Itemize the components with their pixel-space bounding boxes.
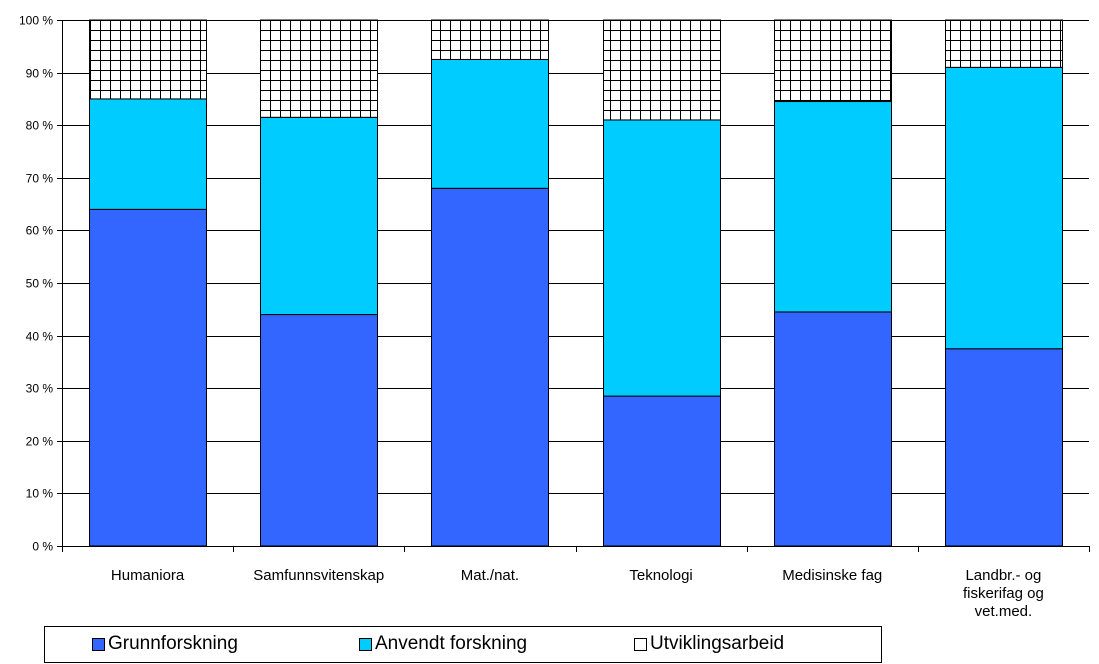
bar-utviklingsarbeid-teknologi [603, 19, 721, 121]
bar-utviklingsarbeid-landbr-og-fiskerifag-og-vet-med [945, 19, 1063, 68]
legend-swatch-utviklingsarbeid [634, 637, 647, 651]
bar-anvendt-forskning-medisinske-fag [774, 101, 892, 313]
x-tick-label-landbr-og-fiskerifag-og-vet-med: Landbr.- og fiskerifag og vet.med. [963, 567, 1044, 620]
bar-anvendt-forskning-landbr-og-fiskerifag-og-vet-med [945, 66, 1063, 350]
legend-label-utviklingsarbeid: Utviklingsarbeid [650, 633, 785, 654]
bars [89, 19, 1063, 547]
y-tick-label: 90 % [26, 67, 54, 81]
bar-anvendt-forskning-humaniora [89, 98, 207, 210]
x-tick-labels: Humaniora Samfunnsvitenskap Mat./nat. Tekno… [111, 567, 1044, 620]
y-tick-label: 100 % [19, 14, 53, 28]
y-tick-label: 60 % [26, 224, 54, 238]
legend-swatch-anvendt-forskning [359, 637, 372, 651]
y-tick-label: 0 % [32, 540, 53, 554]
bar-grunnforskning-landbr-og-fiskerifag-og-vet-med [945, 348, 1063, 547]
legend-swatch-grunnforskning [92, 637, 105, 651]
bar-anvendt-forskning-teknologi [603, 119, 721, 397]
bar-utviklingsarbeid-humaniora [89, 19, 207, 100]
bar-anvendt-forskning-mat-nat [431, 58, 549, 189]
x-tick-label-samfunnsvitenskap: Samfunnsvitenskap [253, 567, 384, 584]
y-tick-label: 30 % [26, 382, 54, 396]
bar-utviklingsarbeid-samfunnsvitenskap [260, 19, 378, 118]
legend-item-grunnforskning: Grunnforskning [92, 633, 238, 655]
gridlines [62, 20, 1089, 494]
y-tick-label: 40 % [26, 330, 54, 344]
x-tick-label-mat-nat: Mat./nat. [461, 567, 519, 584]
y-tick-label: 20 % [26, 435, 54, 449]
x-tick-label-humaniora: Humaniora [111, 567, 185, 584]
x-tick-label-medisinske-fag: Medisinske fag [782, 567, 882, 584]
x-tick-label-teknologi: Teknologi [629, 567, 692, 584]
bar-utviklingsarbeid-medisinske-fag [774, 19, 892, 103]
y-tick-label: 50 % [26, 277, 54, 291]
legend: Grunnforskning Anvendt forskning Utvikli… [44, 626, 882, 663]
bar-grunnforskning-teknologi [603, 395, 721, 547]
legend-item-utviklingsarbeid: Utviklingsarbeid [634, 633, 784, 655]
bar-utviklingsarbeid-mat-nat [431, 19, 549, 60]
bar-grunnforskning-humaniora [89, 208, 207, 547]
legend-label-grunnforskning: Grunnforskning [108, 633, 238, 654]
y-tick-labels: 0 % 10 % 20 % 30 % 40 % 50 % 60 % 70 % 80 % 90 % 1… [19, 14, 53, 554]
bar-anvendt-forskning-samfunnsvitenskap [260, 116, 378, 316]
axes [57, 20, 1090, 552]
bar-grunnforskning-medisinske-fag [774, 311, 892, 547]
y-tick-label: 80 % [26, 119, 54, 133]
y-tick-label: 10 % [26, 487, 54, 501]
y-tick-label: 70 % [26, 172, 54, 186]
bar-grunnforskning-samfunnsvitenskap [260, 314, 378, 547]
legend-item-anvendt-forskning: Anvendt forskning [359, 633, 527, 655]
bar-grunnforskning-mat-nat [431, 187, 549, 547]
legend-label-anvendt-forskning: Anvendt forskning [375, 633, 528, 654]
